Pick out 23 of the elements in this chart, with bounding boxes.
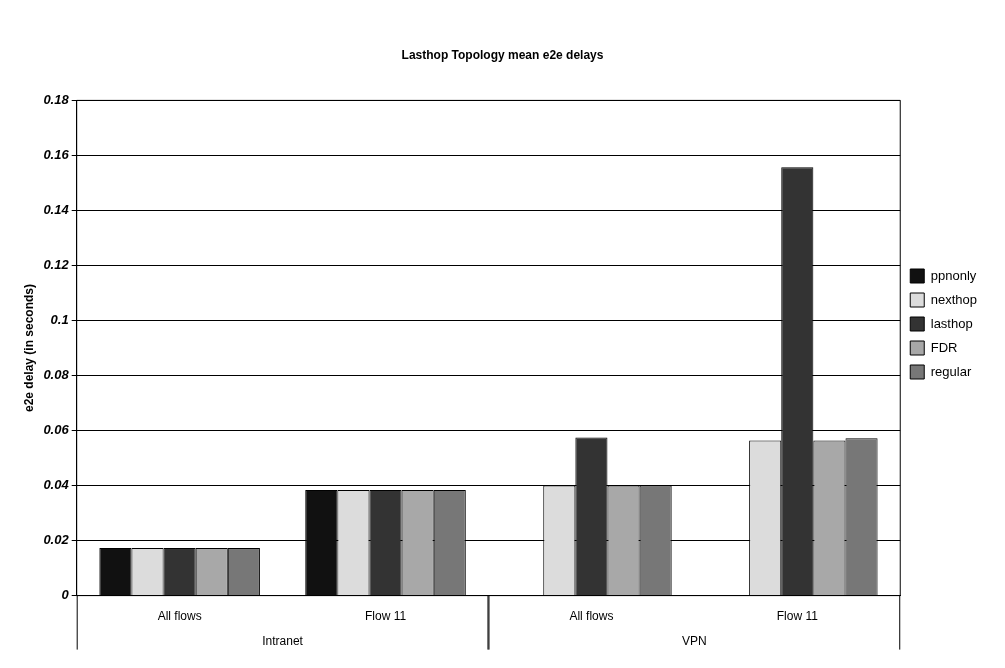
legend-label: nexthop (930, 291, 977, 307)
text: Intranet (262, 633, 304, 648)
legend-label: lasthop (930, 315, 973, 331)
y-tick-label: 0 (61, 587, 70, 603)
legend-label: FDR (930, 339, 958, 355)
y-tick-label: 0.12 (43, 257, 70, 273)
y-tick-label: 0.02 (43, 532, 70, 548)
text: VPN (682, 633, 707, 648)
x-tick-label: All flows (569, 609, 614, 624)
y-tick-label: 0.16 (43, 147, 70, 162)
legend-label: ppnonly (930, 267, 977, 283)
x-tick-label: All flows (157, 609, 202, 624)
chart-title: Lasthop Topology mean e2e delays (401, 47, 604, 62)
y-tick-label: 0.18 (43, 91, 70, 107)
y-tick-label: 0.06 (43, 422, 70, 438)
y-tick-label: 0.04 (43, 477, 70, 493)
x-tick-label: Flow 11 (364, 609, 407, 624)
y-tick-label: 0.14 (43, 202, 70, 218)
y-axis-title: e2e delay (in seconds) (21, 283, 36, 413)
x-tick-label: Flow 11 (776, 609, 819, 624)
y-tick-label: 0.08 (43, 367, 70, 383)
y-tick-label: 0.1 (50, 312, 69, 328)
legend-label: regular (930, 363, 972, 379)
